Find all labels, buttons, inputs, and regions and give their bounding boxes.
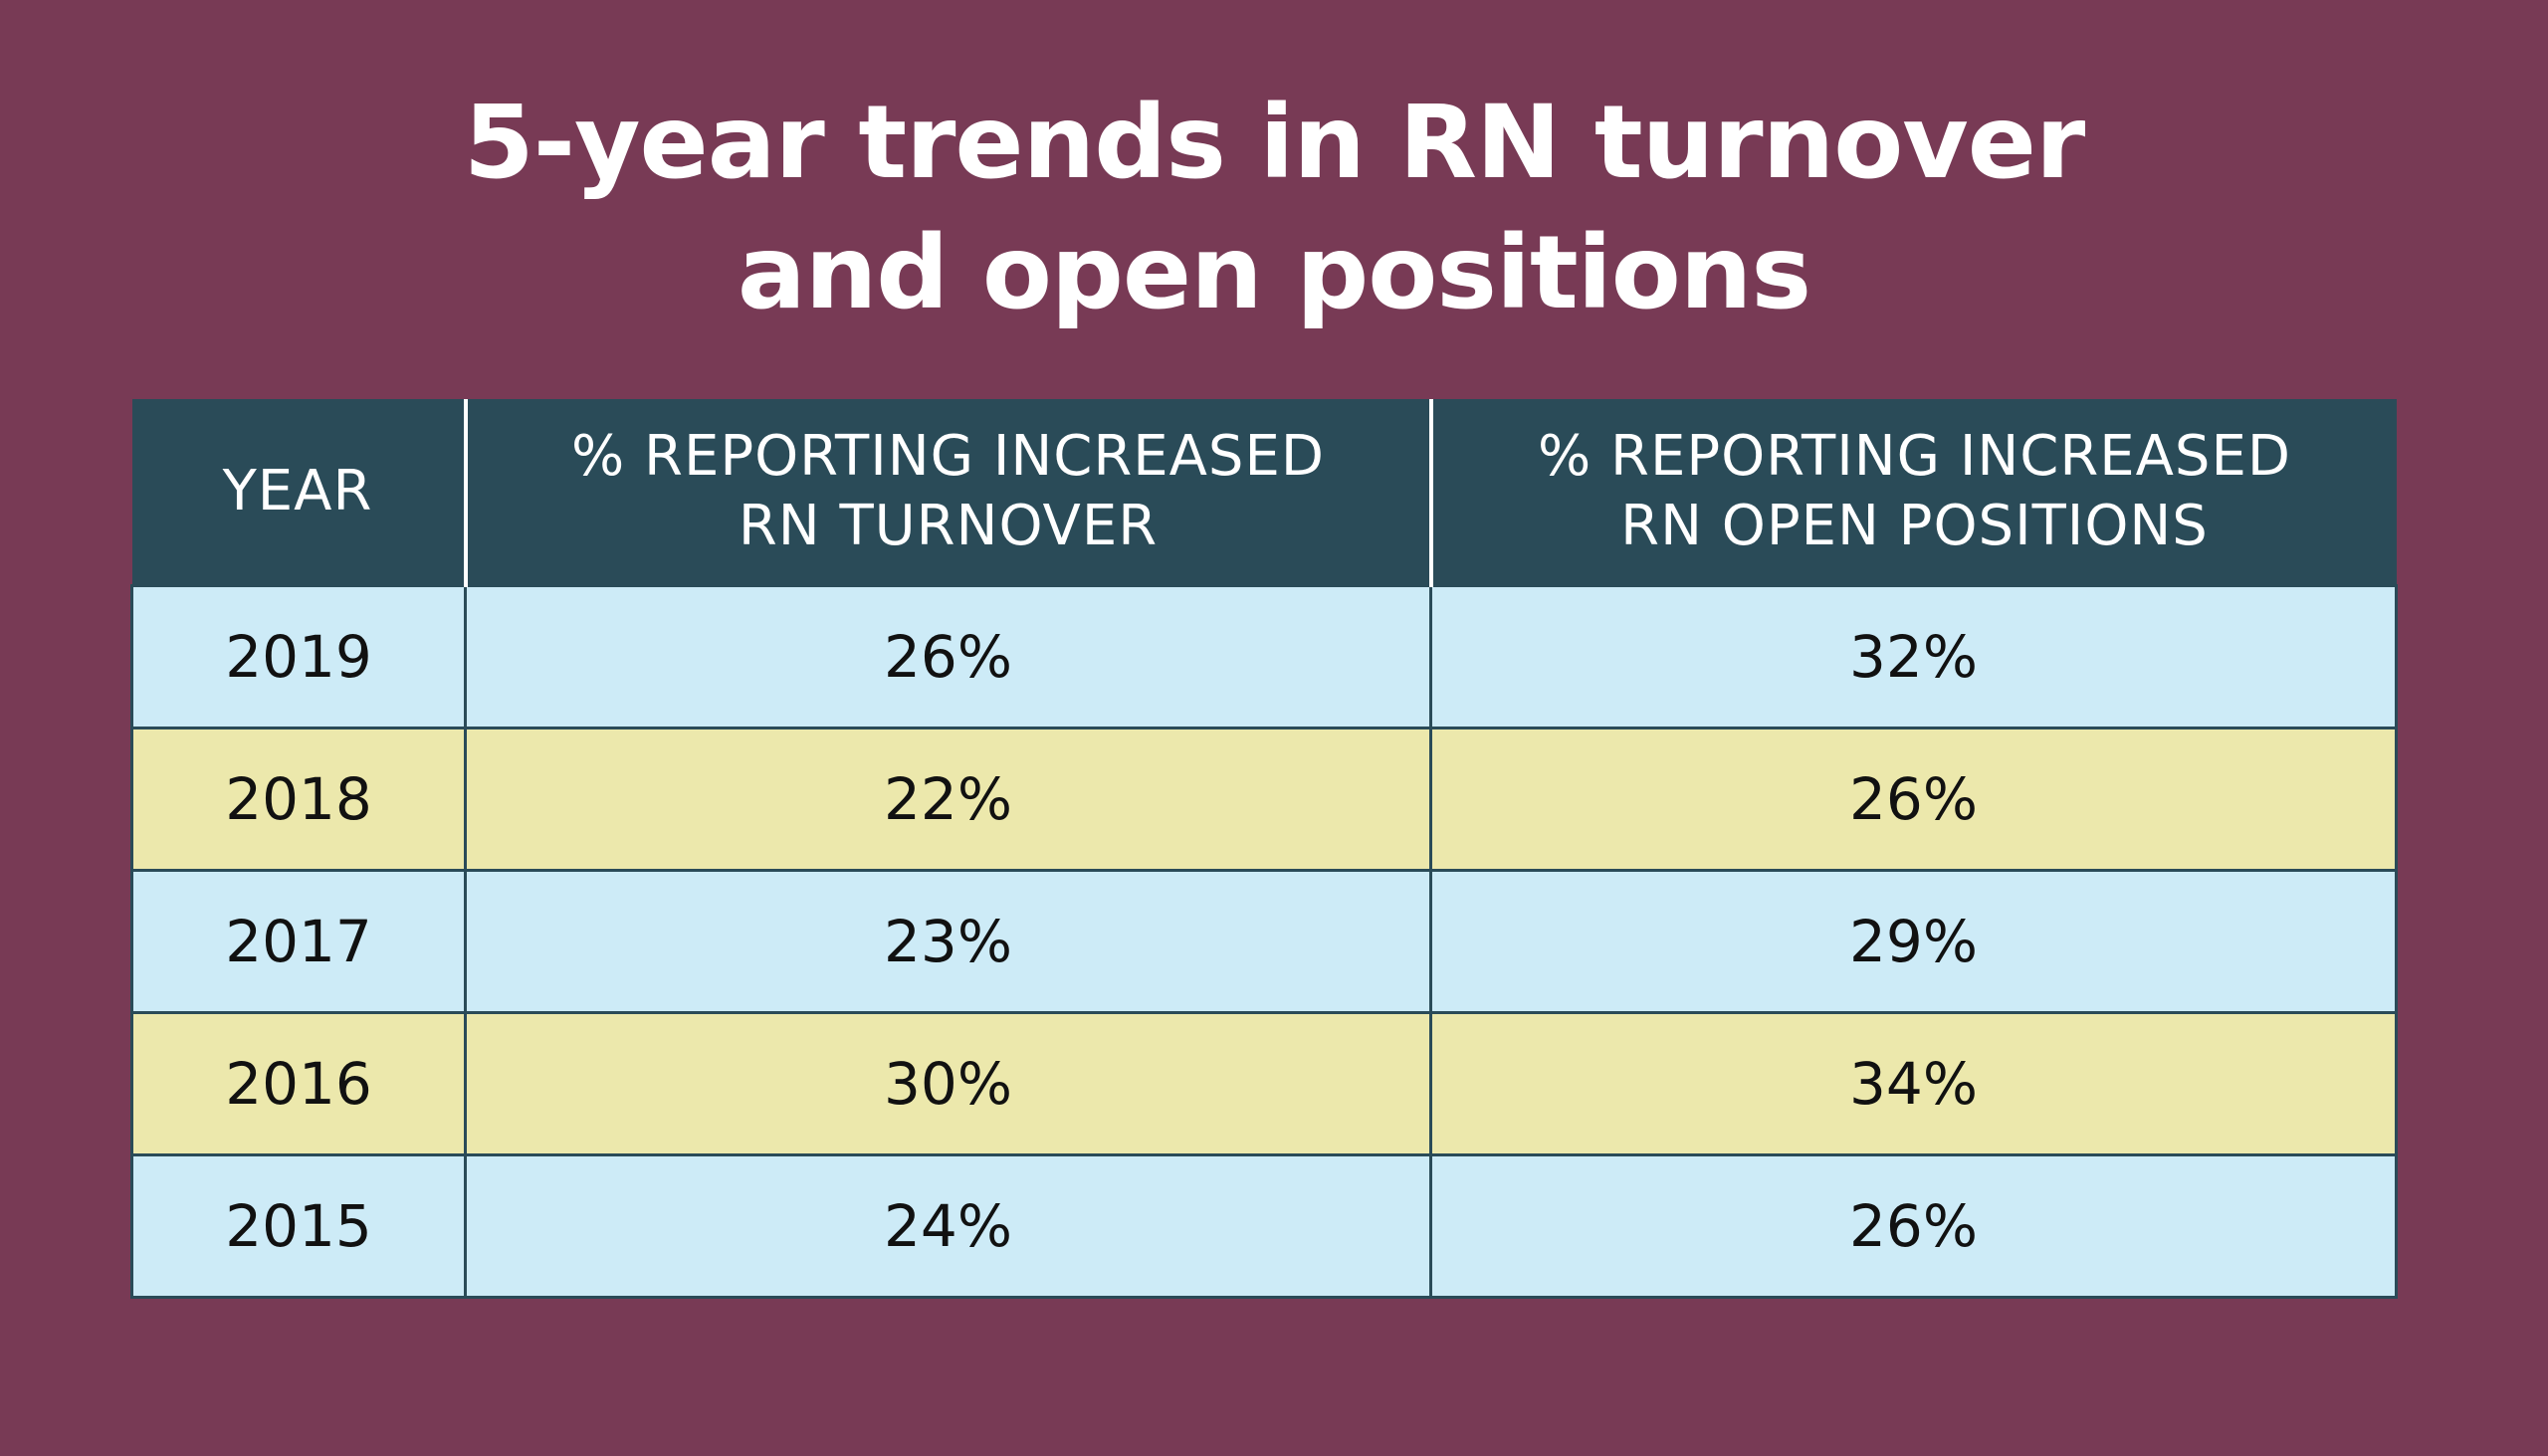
cell-turnover: 23% xyxy=(464,869,1432,1014)
header-open-positions-line-1: % REPORTING INCREASED xyxy=(1538,424,2291,489)
table-row: 2018 22% 26% xyxy=(130,727,2398,872)
cell-turnover: 26% xyxy=(464,584,1432,729)
cell-open-positions: 34% xyxy=(1429,1011,2398,1156)
cell-turnover: 24% xyxy=(464,1153,1432,1299)
table-row: 2017 23% 29% xyxy=(130,869,2398,1014)
cell-year: 2018 xyxy=(130,727,467,872)
cell-open-positions: 29% xyxy=(1429,869,2398,1014)
header-year-label: YEAR xyxy=(222,459,373,523)
header-open-positions: % REPORTING INCREASED RN OPEN POSITIONS xyxy=(1430,399,2397,586)
cell-year: 2015 xyxy=(130,1153,467,1299)
cell-turnover: 30% xyxy=(464,1011,1432,1156)
header-open-positions-line-2: RN OPEN POSITIONS xyxy=(1620,494,2209,558)
table-row: 2015 24% 26% xyxy=(130,1153,2398,1299)
cell-turnover: 22% xyxy=(464,727,1432,872)
cell-open-positions: 32% xyxy=(1429,584,2398,729)
cell-year: 2019 xyxy=(130,584,467,729)
table-header-row: YEAR % REPORTING INCREASED RN TURNOVER %… xyxy=(131,399,2397,586)
header-turnover: % REPORTING INCREASED RN TURNOVER xyxy=(465,399,1433,586)
data-table-container: YEAR % REPORTING INCREASED RN TURNOVER %… xyxy=(130,399,2398,1299)
title-line-2: and open positions xyxy=(737,214,1811,332)
cell-open-positions: 26% xyxy=(1429,1153,2398,1299)
header-year: YEAR xyxy=(131,399,468,586)
header-turnover-line-1: % REPORTING INCREASED xyxy=(571,424,1325,489)
page-title: 5-year trends in RN turnover and open po… xyxy=(0,78,2548,338)
table-row: 2016 30% 34% xyxy=(130,1011,2398,1156)
title-line-1: 5-year trends in RN turnover xyxy=(463,84,2086,202)
cell-year: 2017 xyxy=(130,869,467,1014)
data-table: YEAR % REPORTING INCREASED RN TURNOVER %… xyxy=(130,399,2398,1299)
cell-open-positions: 26% xyxy=(1429,727,2398,872)
table-row: 2019 26% 32% xyxy=(130,584,2398,729)
cell-year: 2016 xyxy=(130,1011,467,1156)
header-turnover-line-2: RN TURNOVER xyxy=(738,494,1159,558)
